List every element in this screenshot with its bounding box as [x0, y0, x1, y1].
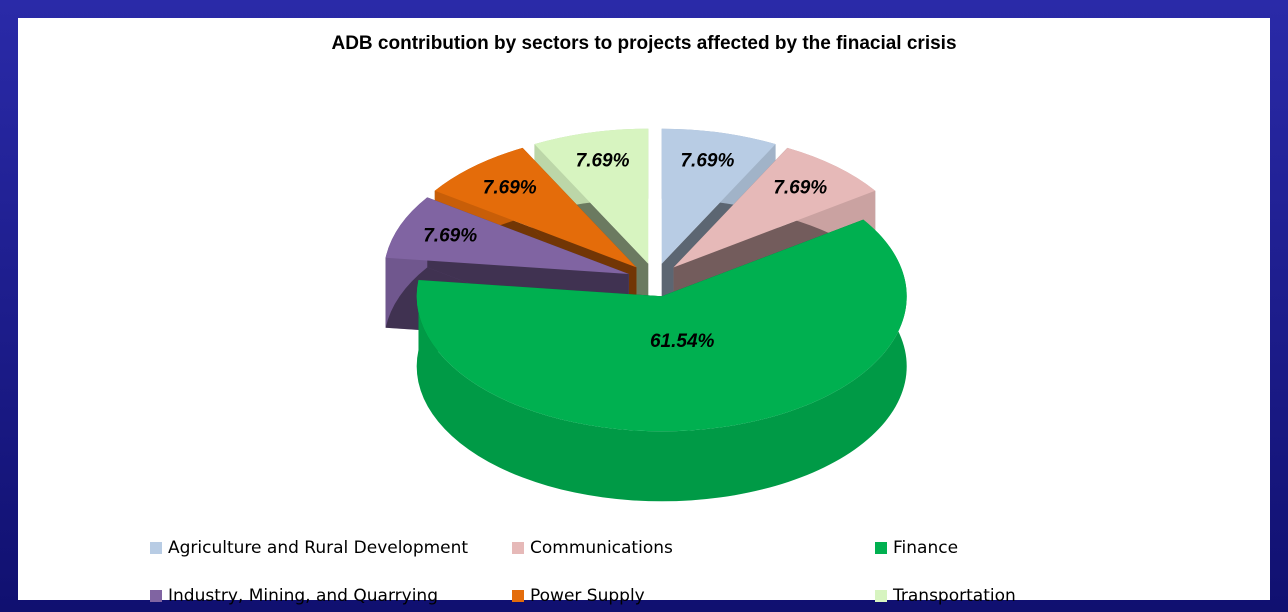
legend-swatch [875, 542, 887, 554]
legend-label: Industry, Mining, and Quarrying [168, 586, 438, 606]
legend-label: Finance [893, 538, 958, 558]
data-label: 7.69% [423, 226, 477, 247]
pie-slice [385, 197, 629, 275]
legend-label: Power Supply [530, 586, 645, 606]
pie-slice [434, 147, 637, 268]
pie-slice [673, 147, 876, 268]
slice-side [416, 219, 907, 502]
legend-label: Agriculture and Rural Development [168, 538, 468, 558]
legend-swatch [512, 542, 524, 554]
data-label: 7.69% [483, 178, 537, 199]
data-label: 7.69% [773, 178, 827, 199]
pie-slice [534, 128, 649, 264]
legend-swatch [512, 590, 524, 602]
data-label: 7.69% [680, 150, 734, 171]
data-label: 7.69% [576, 150, 630, 171]
legend-swatch [875, 590, 887, 602]
legend-swatch [150, 590, 162, 602]
pie-slice [661, 128, 776, 264]
slice-group [416, 219, 907, 502]
legend-label: Transportation [892, 586, 1016, 606]
pie-slice [416, 219, 907, 432]
chart-title: ADB contribution by sectors to projects … [331, 33, 956, 54]
slice-side-shade [416, 219, 907, 502]
legend-label: Communications [530, 538, 673, 558]
legend-swatch [150, 542, 162, 554]
data-label: 61.54% [650, 331, 715, 352]
